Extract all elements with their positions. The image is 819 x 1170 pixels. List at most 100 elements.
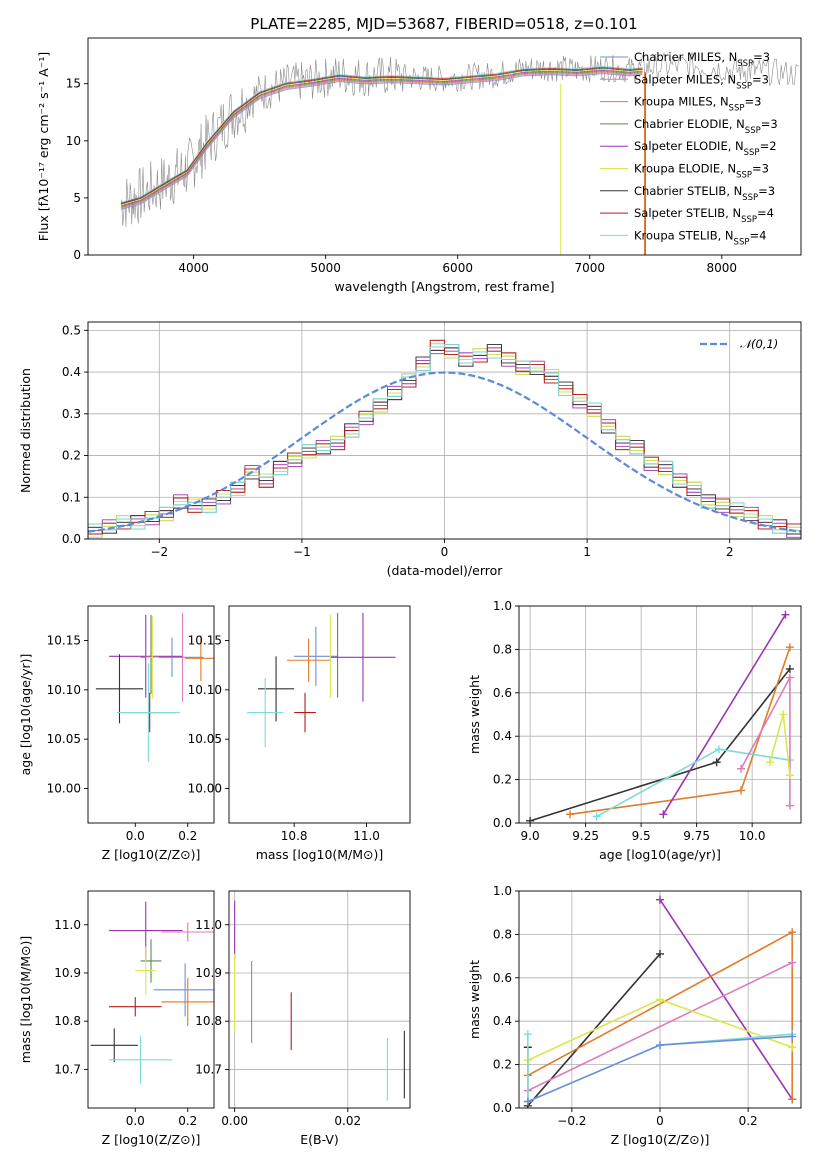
age-vs-mass-ytick-label: 10.05: [188, 732, 222, 746]
legend-value: =3: [753, 50, 770, 64]
mass-vs-Z-xtick-label: 0.2: [178, 1114, 197, 1128]
weight-marker-salpeter_elodie: [656, 895, 664, 904]
residuals-xtick-label: 2: [726, 545, 734, 559]
weight-line-kroupa_elodie: [769, 714, 791, 776]
weight-line-salpeter_miles: [740, 677, 791, 806]
legend-subscript: SSP: [742, 193, 758, 203]
legend-subscript: SSP: [741, 215, 757, 225]
legend-label-kroupa_stelib: Kroupa STELIB, NSSP=4: [634, 228, 766, 247]
residuals-ytick-label: 0.1: [62, 490, 81, 504]
weight-marker-chabrier_stelib: [526, 816, 535, 823]
age-vs-Z-ylabel: age [log10(age/yr)]: [18, 654, 33, 776]
model-spectrum-chabrier_miles: [120, 73, 643, 210]
weight-marker-salpeter_elodie: [659, 810, 668, 819]
weight-marker-kroupa_stelib: [523, 1030, 532, 1039]
normal-curve-line: [88, 371, 801, 533]
spectrum-plot-area: [120, 51, 800, 255]
mass-vs-ebv-ytick-label: 10.8: [195, 1014, 222, 1028]
residuals-ytick-label: 0.5: [62, 323, 81, 337]
spectrum-xtick-label: 8000: [707, 261, 738, 275]
mass-vs-ebv-xtick-label: 0.02: [334, 1114, 361, 1128]
mass-vs-ebv-ytick-label: 10.9: [195, 966, 222, 980]
weight-vs-age-xtick-label: 9.5: [632, 829, 651, 843]
weight-vs-age-xtick-label: 10.0: [739, 829, 766, 843]
mass-vs-Z-ytick-label: 10.8: [54, 1014, 81, 1028]
mass-vs-Z-axes: 0.0 0.2 10.7 10.8 10.9 11.0 Z [log10(Z/Z⊙)] mas…: [18, 890, 215, 1147]
mass-vs-Z-ytick-label: 10.7: [54, 1062, 81, 1076]
weight-marker-salpeter_miles: [737, 764, 746, 773]
weight-marker-salpeter_miles: [788, 958, 797, 967]
weight-vs-Z-ylabel: mass weight: [467, 960, 482, 1039]
spectrum-frame: [87, 37, 802, 256]
legend-text: Kroupa STELIB, N: [634, 228, 734, 242]
residuals-plot-area: [88, 322, 801, 539]
age-vs-Z-xlabel: Z [log10(Z/Z⊙)]: [102, 847, 201, 862]
weight-vs-age-plot-area: [519, 606, 801, 823]
weight-line-salpeter_elodie: [659, 899, 793, 1100]
residuals-xtick-label: −2: [150, 545, 168, 559]
mass-vs-ebv-xtick-label: 0.00: [221, 1114, 248, 1128]
weight-marker-kroupa_elodie: [779, 710, 788, 719]
legend-value: =4: [757, 206, 774, 220]
legend-text: Kroupa MILES, N: [634, 95, 729, 109]
normal-legend: 𝒩(0,1): [700, 337, 778, 351]
legend-text: Salpeter STELIB, N: [634, 206, 741, 220]
age-vs-mass-xtick-label: 10.8: [281, 829, 308, 843]
legend-subscript: SSP: [736, 171, 752, 181]
model-spectrum-kroupa_miles: [120, 71, 643, 209]
spectrum-xtick-label: 5000: [310, 261, 341, 275]
weight-vs-Z-xtick-label: 0: [656, 1114, 664, 1128]
weight-marker-kroupa_miles: [566, 810, 575, 819]
spectrum-ylabel: Flux [fλ10⁻¹⁷ erg cm⁻² s⁻¹ A⁻¹]: [36, 52, 51, 241]
spectrum-axes: 4000 5000 6000 7000 8000 0 5 10 15 wavelength [An…: [36, 37, 802, 294]
weight-vs-age-xtick-label: 9.75: [683, 829, 710, 843]
weight-marker-kroupa_elodie: [765, 758, 774, 767]
legend-text: Salpeter ELODIE, N: [634, 139, 744, 153]
weight-marker-salpeter_miles: [785, 801, 794, 810]
weight-line-salpeter_elodie: [662, 614, 787, 815]
legend-label-salpeter_miles: Salpeter MILES, NSSP=3: [634, 72, 769, 91]
spectrum-xtick-label: 7000: [574, 261, 605, 275]
legend-subscript: SSP: [736, 81, 752, 91]
residuals-axes: 𝒩(0,1) −2 −1 0 1 2 0.0 0.1 0.2 0.3 0.4 0.5 (data-mod…: [18, 321, 802, 578]
weight-vs-Z-axes: −0.2 0 0.2 0.0 0.2 0.4 0.6 0.8 1.0 Z [log10(Z/Z⊙)…: [467, 884, 802, 1147]
weight-marker-chabrier_stelib: [712, 758, 721, 767]
mass-vs-ebv-plot-area: [229, 891, 410, 1108]
mass-vs-ebv-ytick-label: 11.0: [195, 918, 222, 932]
weight-marker-kroupa_miles: [737, 786, 746, 795]
weight-vs-age-ytick-label: 0.0: [493, 816, 512, 830]
age-vs-mass-ytick-label: 10.00: [188, 781, 222, 795]
legend-text: Chabrier ELODIE, N: [634, 117, 745, 131]
spectrum-ytick-label: 15: [66, 77, 81, 91]
weight-marker-chabrier_miles: [788, 1032, 797, 1041]
legend-subscript: SSP: [729, 104, 745, 114]
legend-value: =3: [744, 95, 761, 109]
residuals-ytick-label: 0.4: [62, 365, 81, 379]
age-vs-Z-axes: 0.0 0.2 10.00 10.05 10.10 10.15 Z [log10(Z/Z⊙)…: [18, 605, 215, 862]
age-vs-Z-ytick-label: 10.00: [47, 781, 81, 795]
residuals-xlabel: (data-model)/error: [387, 563, 504, 578]
weight-marker-kroupa_elodie: [785, 771, 794, 780]
weight-marker-kroupa_stelib: [592, 812, 601, 821]
legend-value: =4: [749, 228, 766, 242]
residuals-xtick-label: 1: [583, 545, 591, 559]
model-spectrum-chabrier_elodie: [120, 70, 643, 208]
legend-text: Chabrier STELIB, N: [634, 184, 742, 198]
residuals-ytick-label: 0.3: [62, 407, 81, 421]
histogram-kroupa_stelib: [88, 344, 801, 534]
legend-value: =3: [752, 72, 769, 86]
spectrum-xtick-label: 4000: [178, 261, 209, 275]
weight-vs-age-ytick-label: 0.2: [493, 773, 512, 787]
age-vs-Z-frame: [87, 605, 215, 824]
mass-vs-Z-frame: [87, 890, 215, 1109]
mass-vs-Z-ytick-label: 11.0: [54, 918, 81, 932]
legend-subscript: SSP: [734, 237, 750, 247]
weight-vs-Z-xtick-label: −0.2: [557, 1114, 586, 1128]
model-spectrum-salpeter_elodie: [120, 69, 643, 207]
legend-label-chabrier_elodie: Chabrier ELODIE, NSSP=3: [634, 117, 778, 136]
legend-value: =3: [761, 117, 778, 131]
mass-vs-Z-xtick-label: 0.0: [126, 1114, 145, 1128]
age-vs-mass-frame: [228, 605, 411, 824]
weight-vs-age-ytick-label: 0.8: [493, 642, 512, 656]
mass-vs-ebv-xlabel: E(B-V): [300, 1132, 339, 1147]
